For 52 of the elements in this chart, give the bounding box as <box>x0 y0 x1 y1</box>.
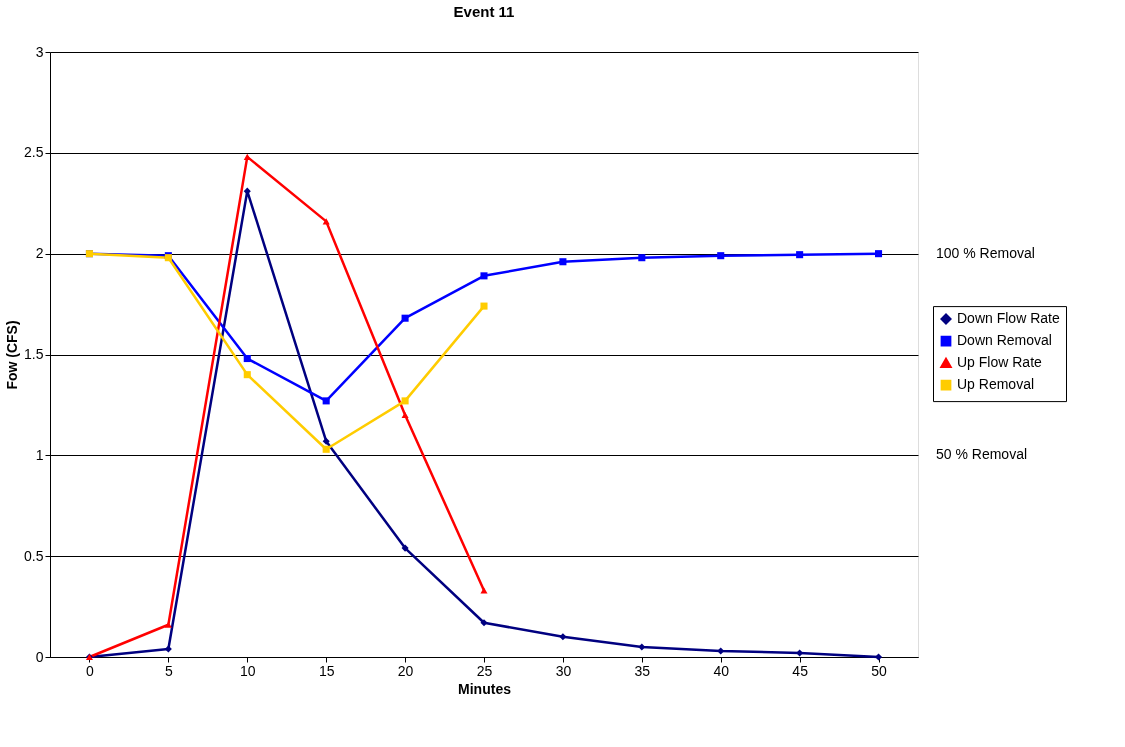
point <box>243 371 251 379</box>
point <box>638 254 646 262</box>
point <box>243 153 251 160</box>
legend-label: Up Flow Rate <box>957 354 1043 371</box>
legend-label: Up Removal <box>957 376 1035 393</box>
point <box>322 397 330 405</box>
point <box>559 258 567 266</box>
point <box>480 302 488 310</box>
point <box>322 445 330 453</box>
point <box>717 252 725 260</box>
x-tick-label: 10 <box>239 662 256 679</box>
point <box>875 653 883 661</box>
legend-label: Down Flow Rate <box>957 310 1060 327</box>
y-tick-label: 0.5 <box>24 547 44 564</box>
point <box>322 437 330 445</box>
point <box>243 355 251 363</box>
x-axis-title: Minutes <box>458 680 512 697</box>
point <box>401 411 409 419</box>
x-tick-label: 25 <box>476 662 493 679</box>
y-tick-label: 2 <box>35 245 44 262</box>
y-tick-label: 3 <box>35 43 44 60</box>
point <box>401 397 409 405</box>
y-axis-title: Fow (CFS) <box>4 320 21 390</box>
point <box>638 643 646 651</box>
point <box>796 251 804 259</box>
point <box>480 272 488 280</box>
x-tick-label: 0 <box>86 662 95 679</box>
x-tick-label: 45 <box>792 662 809 679</box>
legend-label: Down Removal <box>957 332 1052 349</box>
point <box>401 544 409 552</box>
x-tick-label: 5 <box>164 662 173 679</box>
point <box>401 314 409 322</box>
x-tick-label: 20 <box>397 662 414 679</box>
point <box>164 621 172 628</box>
text: 100 % Removal <box>936 244 1035 261</box>
y-tick-label: 0 <box>35 648 44 665</box>
x-tick-label: 35 <box>634 662 651 679</box>
x-tick-label: 50 <box>871 662 888 679</box>
point <box>243 187 251 195</box>
point <box>559 633 567 641</box>
x-tick-label: 30 <box>555 662 572 679</box>
x-tick-label: 15 <box>318 662 335 679</box>
point <box>480 619 488 627</box>
point <box>875 250 883 258</box>
text: 50 % Removal <box>936 446 1028 463</box>
point <box>717 647 725 655</box>
y-tick-label: 1 <box>35 446 44 463</box>
chart-title: Event 11 <box>453 3 515 20</box>
point <box>480 587 488 594</box>
x-tick-label: 40 <box>713 662 730 679</box>
y-tick-label: 1.5 <box>24 346 44 362</box>
y-tick-label: 2.5 <box>24 144 44 161</box>
